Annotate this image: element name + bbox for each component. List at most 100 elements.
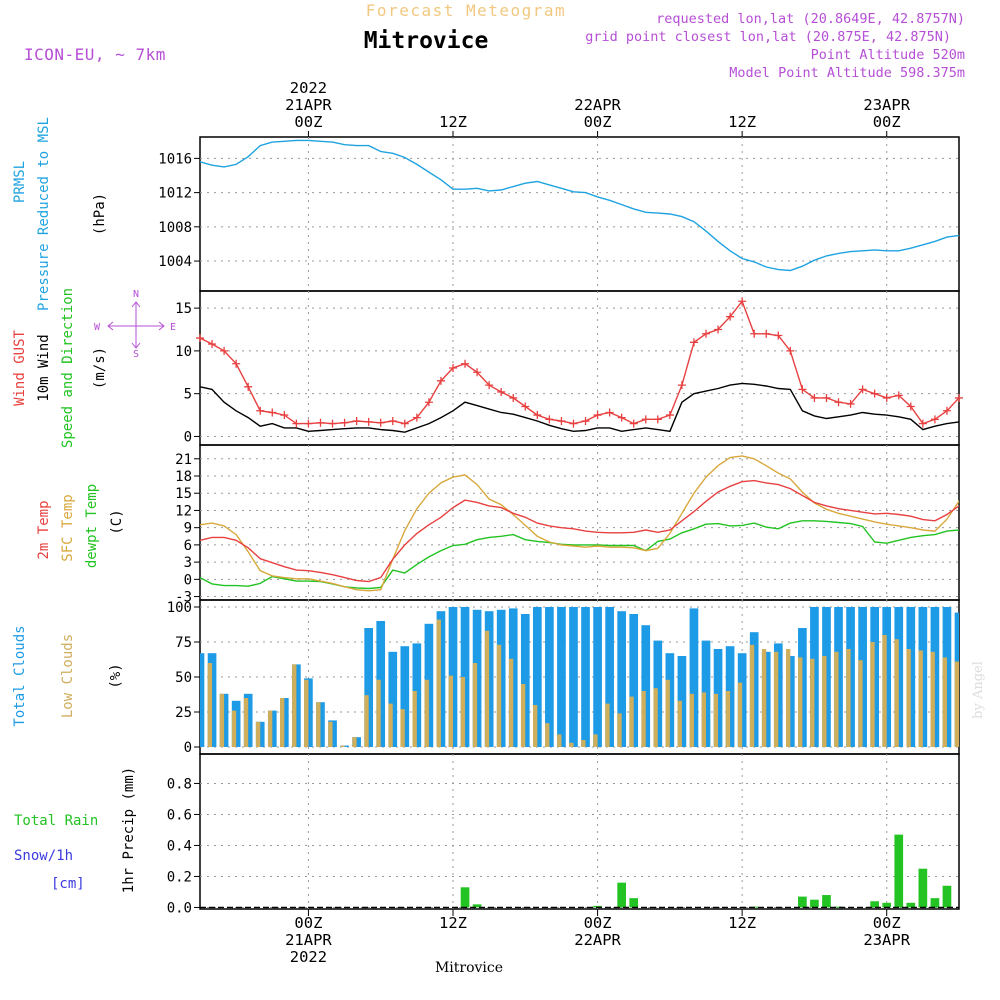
- low-clouds-bar: [340, 745, 345, 747]
- gust-marker: [220, 346, 229, 355]
- gust-marker: [388, 417, 397, 426]
- sfc-temp-line: [200, 455, 959, 592]
- low-clouds-bar: [689, 693, 694, 747]
- low-clouds-bar: [304, 679, 309, 747]
- gust-marker: [304, 419, 313, 428]
- y-tick-label: 100: [167, 600, 192, 616]
- gust-marker: [569, 419, 578, 428]
- wind-compass: N S W E: [94, 289, 176, 360]
- gust-marker: [665, 411, 674, 420]
- rain-bar: [906, 902, 916, 908]
- y-tick-label: 15: [175, 301, 192, 317]
- total-clouds-bar: [581, 607, 590, 747]
- pressure-panel-frame: [199, 136, 960, 292]
- time-tick-label: 12Z: [439, 914, 467, 932]
- gust-marker: [244, 382, 253, 391]
- y-tick-label: 0.6: [167, 807, 192, 823]
- wind-dir-label: Speed and Direction: [60, 288, 76, 448]
- low-clouds-bar: [749, 644, 755, 747]
- low-clouds-bar: [918, 650, 923, 747]
- wind-10m-label: 10m Wind: [36, 334, 52, 401]
- y-tick-label: 21: [175, 452, 192, 468]
- rain-bar: [629, 898, 639, 908]
- gust-marker: [376, 418, 385, 427]
- location-title: Mitrovice: [364, 28, 489, 54]
- time-tick-label: 12Z: [728, 113, 756, 131]
- total-clouds-bar: [364, 628, 374, 747]
- compass-south: S: [133, 349, 139, 360]
- rain-bar: [472, 904, 482, 908]
- low-clouds-bar: [508, 658, 514, 747]
- temp-dewpt-label: dewpt Temp: [84, 484, 100, 568]
- y-tick-label: 1008: [158, 220, 192, 236]
- gust-marker: [292, 419, 301, 428]
- gust-marker: [786, 346, 795, 355]
- total-clouds-bar: [569, 607, 578, 747]
- compass-west: W: [94, 322, 101, 333]
- low-clouds-bar: [737, 682, 743, 747]
- low-clouds-bar: [810, 658, 815, 747]
- gust-marker: [436, 376, 445, 385]
- gust-marker: [605, 408, 614, 417]
- rain-bar: [822, 895, 831, 908]
- gust-marker: [521, 402, 530, 411]
- pressure-label-1: PRMSL: [12, 161, 28, 203]
- rain-bar: [593, 905, 602, 908]
- precip-panel-frame: [199, 753, 960, 910]
- total-clouds-label: Total Clouds: [12, 625, 28, 726]
- time-tick-label: 22APR: [574, 96, 621, 114]
- gust-marker: [581, 417, 590, 426]
- time-tick-label: 22APR: [574, 931, 621, 949]
- low-clouds-bar: [460, 677, 466, 747]
- total-clouds-bar: [388, 651, 398, 747]
- low-clouds-bar: [255, 721, 261, 747]
- low-clouds-bar: [870, 642, 875, 747]
- gust-marker: [714, 325, 723, 334]
- low-clouds-bar: [496, 644, 502, 747]
- low-clouds-bar: [328, 721, 333, 747]
- low-clouds-bar: [424, 679, 429, 747]
- low-clouds-bar: [761, 649, 767, 747]
- total-clouds-bar: [689, 608, 699, 747]
- y-tick-label: 5: [184, 387, 192, 403]
- gust-marker: [653, 415, 662, 424]
- gust-marker: [942, 406, 951, 415]
- rain-bar: [617, 882, 627, 908]
- gust-marker: [822, 393, 831, 402]
- low-clouds-bar: [629, 696, 634, 747]
- gust-marker: [400, 419, 409, 428]
- footer-location: Mitrovice: [435, 960, 503, 976]
- gust-marker: [328, 419, 337, 428]
- low-clouds-bar: [436, 619, 441, 747]
- y-tick-label: 10: [175, 344, 192, 360]
- low-clouds-bar: [557, 734, 562, 747]
- gust-marker: [955, 393, 963, 402]
- y-tick-label: -3: [175, 590, 192, 606]
- gust-marker: [834, 398, 843, 407]
- requested-point: requested lon,lat (20.8649E, 42.8757N): [656, 11, 965, 27]
- snow-label: Snow/1h: [14, 848, 73, 864]
- y-tick-label: 0.4: [167, 838, 192, 854]
- time-tick-label: 12Z: [439, 113, 467, 131]
- gust-marker: [497, 387, 506, 396]
- low-clouds-bar: [484, 630, 490, 747]
- y-tick-label: 0: [184, 572, 192, 588]
- gust-marker: [870, 389, 879, 398]
- time-tick-label: 00Z: [873, 914, 901, 932]
- low-clouds-bar: [991, 677, 995, 747]
- gust-marker: [846, 399, 855, 408]
- gust-marker: [280, 411, 289, 420]
- time-tick-label: 2022: [290, 79, 327, 97]
- wind-gust-label: Wind GUST: [12, 330, 28, 406]
- low-clouds-bar: [798, 657, 803, 747]
- gust-marker: [677, 381, 686, 390]
- y-tick-label: 50: [175, 670, 192, 686]
- 2m-temp-line: [200, 479, 959, 583]
- gust-marker: [762, 329, 771, 338]
- low-clouds-bar: [231, 710, 237, 747]
- gust-marker: [738, 297, 747, 306]
- gust-marker: [340, 418, 349, 427]
- time-tick-label: 00Z: [294, 914, 322, 932]
- pressure-unit: (hPa): [92, 193, 108, 235]
